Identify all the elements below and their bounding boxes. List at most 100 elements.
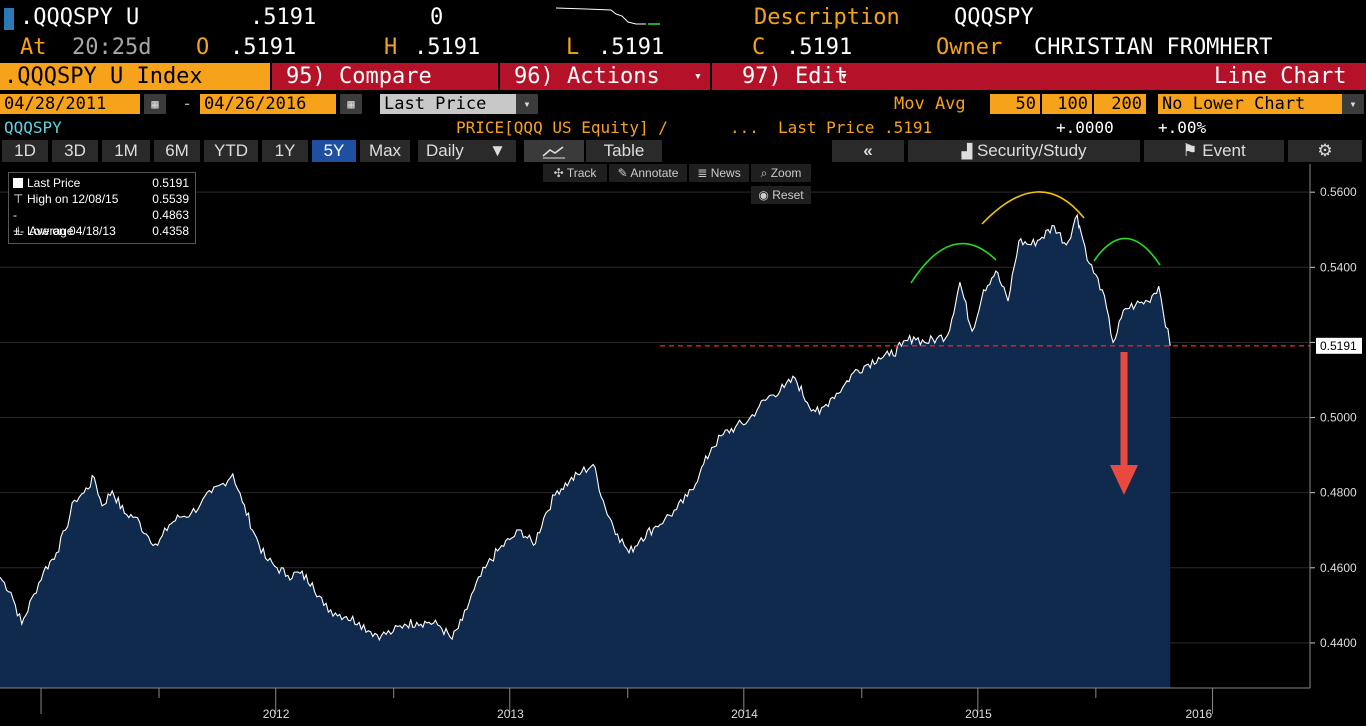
reset-label: Reset — [772, 188, 804, 202]
annotate-button[interactable]: ✎ Annotate — [609, 164, 687, 182]
edit-menu[interactable]: 97) Edit — [710, 63, 856, 90]
high-marker-icon: ⊤ — [13, 192, 24, 206]
time-value: 20:25d — [72, 35, 152, 60]
last-price-value: .5191 — [884, 118, 933, 137]
table-view-button[interactable]: Table — [586, 140, 662, 162]
open-label: O — [196, 35, 210, 60]
legend-last-price: Last Price 0.5191 — [13, 175, 191, 191]
line-chart-icon — [542, 145, 565, 159]
news-icon: ≣ — [697, 166, 708, 180]
series-name: QQQSPY — [4, 118, 62, 137]
end-date-field[interactable]: 04/26/2016 — [200, 94, 336, 114]
chart-type-label[interactable]: Line Chart — [1214, 64, 1347, 89]
price-area — [0, 215, 1171, 688]
legend-low-label: Low on 04/18/13 — [27, 224, 116, 238]
crosshair-icon: ✣ — [553, 166, 564, 180]
period-button-5y[interactable]: 5Y — [312, 140, 356, 162]
legend-last-label: Last Price — [27, 176, 81, 190]
security-study-button[interactable]: ▟ Security/Study — [908, 140, 1140, 162]
news-button[interactable]: ≣ News — [689, 164, 749, 182]
description-value: QQQSPY — [954, 5, 1034, 30]
y-tick-label: 0.5600 — [1320, 185, 1357, 199]
pct-change: +.00% — [1158, 118, 1207, 137]
legend-high: ⊤ High on 12/08/15 0.5539 — [13, 191, 191, 207]
ticker-symbol: .QQQSPY U — [20, 5, 140, 30]
period-button-max[interactable]: Max — [360, 140, 410, 162]
reset-icon: ◉ — [758, 188, 769, 202]
close-value: .5191 — [786, 35, 853, 60]
security-study-label: Security/Study — [976, 141, 1087, 160]
period-button-1d[interactable]: 1D — [2, 140, 48, 162]
settings-button[interactable]: ⚙ — [1288, 140, 1362, 162]
ma-200-field[interactable]: 200 — [1094, 94, 1146, 114]
event-label: Event — [1202, 141, 1246, 160]
average-marker-icon: -+- — [13, 208, 25, 238]
end-calendar-icon[interactable]: ▦ — [340, 94, 362, 114]
frequency-select[interactable]: Daily ▼ — [418, 140, 516, 162]
last-price-tag-label: 0.5191 — [1320, 339, 1357, 353]
x-tick-label: 2013 — [497, 707, 524, 721]
last-price-label: Last Price — [778, 118, 875, 137]
change-value: 0 — [430, 5, 444, 30]
sparkline — [556, 7, 660, 25]
mov-avg-label: Mov Avg — [894, 94, 966, 114]
low-value: .5191 — [598, 35, 665, 60]
at-label: At — [20, 35, 47, 60]
lower-chart-select[interactable]: No Lower Chart — [1158, 94, 1342, 114]
event-button[interactable]: ⚑ Event — [1144, 140, 1284, 162]
frequency-dropdown-icon: ▼ — [489, 141, 506, 160]
period-button-6m[interactable]: 6M — [154, 140, 200, 162]
price-line — [0, 213, 1171, 642]
y-tick-label: 0.4800 — [1320, 486, 1357, 500]
open-value: .5191 — [230, 35, 297, 60]
low-label: L — [566, 35, 580, 60]
net-change: +.0000 — [1056, 118, 1114, 137]
head-arc — [981, 191, 1085, 225]
legend-square-icon — [13, 178, 23, 188]
y-tick-label: 0.5000 — [1320, 411, 1357, 425]
price-chart[interactable]: 0.56000.54000.52000.50000.48000.46000.44… — [0, 164, 1366, 726]
annotations — [910, 191, 1161, 495]
start-date-field[interactable]: 04/28/2011 — [0, 94, 140, 114]
period-button-3d[interactable]: 3D — [52, 140, 98, 162]
ma-50-field[interactable]: 50 — [990, 94, 1040, 114]
lower-chart-dropdown-icon[interactable]: ▾ — [1342, 94, 1364, 114]
period-button-1m[interactable]: 1M — [102, 140, 150, 162]
gear-icon: ⚙ — [1317, 141, 1333, 160]
left-shoulder-arc — [910, 242, 997, 284]
zoom-label: Zoom — [770, 166, 802, 180]
ticker-marker — [4, 8, 14, 30]
track-button[interactable]: ✣ Track — [543, 164, 607, 182]
legend-low: ⊥ Low on 04/18/13 0.4358 — [13, 223, 191, 239]
date-dash: - — [182, 94, 193, 114]
security-field[interactable]: .QQQSPY U Index — [0, 63, 270, 90]
annotate-label: Annotate — [630, 166, 679, 180]
security-study-icon: ▟ — [961, 143, 973, 159]
x-axis: 2012 2013 2014 2015 2016 — [0, 687, 1310, 721]
high-label: H — [384, 35, 398, 60]
series-formula: PRICE[QQQ US Equity] / — [456, 118, 668, 137]
chart-view-button[interactable] — [524, 140, 584, 162]
ma-100-field[interactable]: 100 — [1042, 94, 1092, 114]
track-label: Track — [566, 166, 597, 180]
close-label: C — [752, 35, 766, 60]
y-tick-label: 0.5400 — [1320, 260, 1357, 274]
y-axis: 0.56000.54000.52000.50000.48000.46000.44… — [1309, 164, 1362, 688]
compare-menu[interactable]: 95) Compare — [270, 63, 496, 90]
legend-avg-value: 0.4863 — [152, 208, 189, 222]
y-tick-label: 0.4400 — [1320, 636, 1357, 650]
x-tick-label: 2015 — [965, 707, 992, 721]
period-button-1y[interactable]: 1Y — [262, 140, 308, 162]
frequency-label: Daily — [426, 141, 464, 160]
owner-label: Owner — [936, 35, 1003, 60]
actions-menu[interactable]: 96) Actions — [498, 63, 708, 90]
field-dropdown-icon[interactable]: ▾ — [516, 94, 538, 114]
period-button-ytd[interactable]: YTD — [204, 140, 258, 162]
zoom-button[interactable]: ⌕ Zoom — [751, 164, 811, 182]
reset-button[interactable]: ◉ Reset — [751, 186, 811, 204]
field-select[interactable]: Last Price — [380, 94, 516, 114]
x-tick-label: 2016 — [1186, 707, 1213, 721]
back-button[interactable]: « — [832, 140, 904, 162]
start-calendar-icon[interactable]: ▦ — [144, 94, 166, 114]
legend-average: -+- Average 0.4863 — [13, 207, 191, 238]
